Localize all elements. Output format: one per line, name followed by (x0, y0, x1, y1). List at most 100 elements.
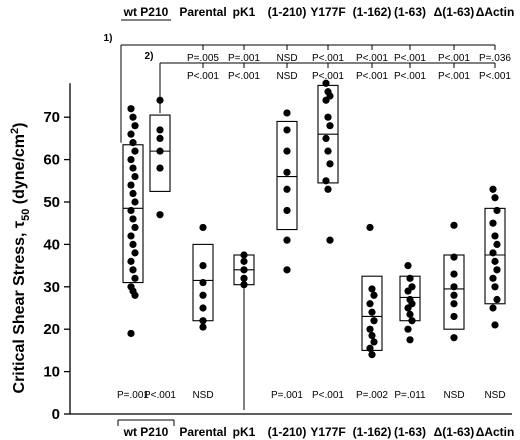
data-point (450, 283, 458, 291)
data-point (131, 274, 139, 282)
data-point (283, 126, 291, 134)
data-point (127, 105, 135, 113)
data-point (491, 321, 499, 329)
data-point (370, 338, 378, 346)
data-point (489, 274, 497, 282)
comparison-1-pvalue: NSD (276, 53, 297, 64)
data-point (450, 221, 458, 229)
comparison-1-pvalue: P=.005 (187, 53, 219, 64)
data-point (283, 266, 291, 274)
data-point (283, 206, 291, 215)
data-point (491, 257, 499, 265)
data-point (366, 325, 374, 333)
comparison-2-pvalue: NSD (276, 71, 297, 82)
data-point (129, 139, 137, 147)
comparison-marker-1: 1) (104, 33, 113, 44)
data-point (450, 312, 458, 321)
data-point (199, 262, 207, 270)
comparison-2-pvalue: P<.001 (356, 71, 388, 82)
comparison-2-pvalue: P<.001 (394, 71, 426, 82)
top-category-label: (1-63) (394, 5, 426, 19)
data-point (283, 147, 291, 155)
y-axis-title: Critical Shear Stress, τ50 (dyne/cm2) (9, 123, 32, 394)
data-point (283, 185, 291, 193)
box-5 (276, 120, 298, 231)
data-point (489, 185, 497, 193)
data-point (129, 189, 137, 198)
comparison-1-pvalue: P<.001 (438, 53, 470, 64)
data-point (489, 304, 497, 312)
data-point (322, 79, 330, 87)
data-point (491, 283, 499, 291)
data-point (127, 257, 135, 265)
y-tick-label: 0 (52, 406, 60, 423)
y-tick-label: 20 (43, 321, 60, 338)
data-point (156, 126, 164, 134)
data-point (131, 291, 139, 299)
data-point (326, 236, 334, 244)
data-point (131, 122, 139, 130)
data-point (131, 249, 139, 257)
comparison-marker-2: 2) (145, 51, 154, 62)
top-category-label: ΔActin (476, 5, 515, 19)
data-point (131, 198, 139, 206)
data-point (493, 295, 501, 304)
data-point (489, 249, 497, 257)
bottom-category-label: (1-210) (268, 425, 307, 439)
data-point (450, 253, 458, 261)
bottom-pvalue: NSD (484, 390, 505, 401)
data-point (129, 215, 137, 223)
data-point (199, 323, 207, 331)
data-point (404, 262, 412, 270)
comparison-1-pvalue: P<.001 (356, 53, 388, 64)
top-category-label: wt P210 (123, 5, 169, 19)
data-point (324, 147, 332, 155)
bottom-category-label: Δ(1-63) (434, 425, 475, 439)
data-point (406, 274, 414, 282)
data-point (370, 291, 378, 299)
data-point (489, 219, 497, 227)
bottom-category-label: wt P210 (123, 425, 169, 439)
data-point (131, 223, 139, 232)
data-point (324, 185, 332, 193)
data-point (491, 194, 499, 202)
y-tick-label: 50 (43, 194, 60, 211)
comparison-1-pvalue: P<.001 (394, 53, 426, 64)
data-point (240, 251, 248, 259)
data-point (156, 147, 164, 155)
bottom-pvalue: NSD (192, 390, 213, 401)
data-point (493, 240, 501, 248)
box-2 (149, 114, 171, 192)
bottom-category-label: Parental (179, 425, 226, 439)
data-point (326, 122, 334, 130)
data-point (156, 164, 164, 172)
bottom-category-label: (1-63) (394, 425, 426, 439)
bottom-category-label: ΔActin (476, 425, 515, 439)
data-point (156, 211, 164, 219)
bottom-pvalue: P=.002 (356, 390, 388, 401)
data-point (406, 336, 414, 344)
data-point (199, 278, 207, 287)
bottom-category-label: pK1 (233, 425, 256, 439)
data-point (493, 206, 501, 215)
y-tick-label: 10 (43, 364, 60, 381)
data-point (404, 287, 412, 295)
data-point (129, 164, 137, 172)
bottom-pvalue: P<.001 (312, 390, 344, 401)
data-point (450, 270, 458, 278)
data-point (368, 285, 376, 293)
data-point (129, 113, 137, 121)
y-axis-title-sub: 50 (20, 209, 32, 221)
y-axis-title-main: Critical Shear Stress, τ (11, 221, 28, 394)
data-point (322, 96, 330, 104)
data-point (408, 317, 416, 325)
data-point (129, 266, 137, 274)
data-point (450, 300, 458, 308)
data-point (240, 266, 248, 274)
data-point (127, 181, 135, 189)
comparison-1-pvalue: P=.001 (228, 53, 260, 64)
data-point (199, 291, 207, 299)
bottom-category-label: (1-162) (353, 425, 392, 439)
data-point (283, 109, 291, 117)
data-point (366, 344, 374, 352)
